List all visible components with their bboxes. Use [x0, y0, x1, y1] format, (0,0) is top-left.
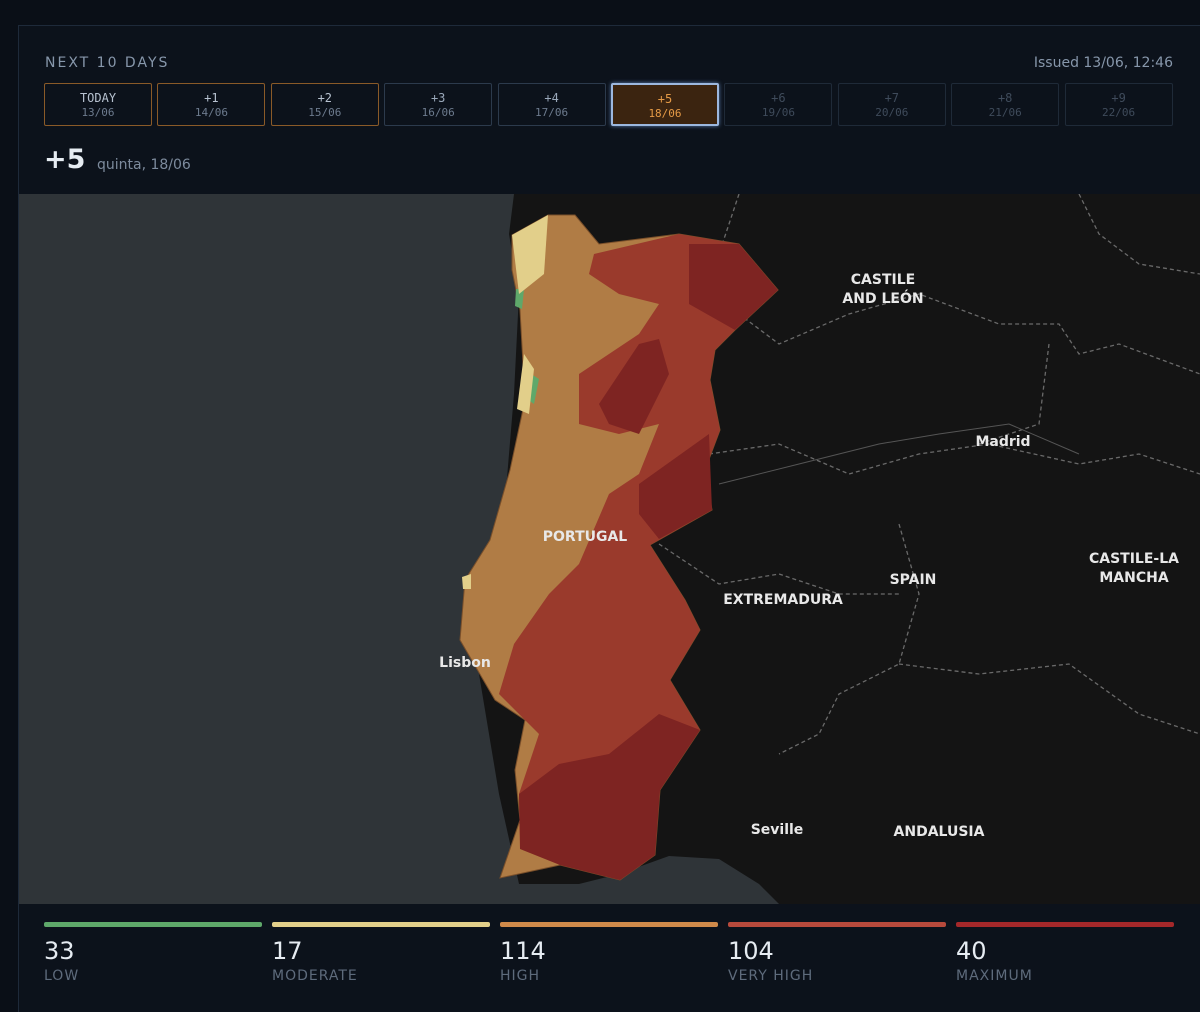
day-label: +6: [771, 91, 786, 105]
issued-time: Issued 13/06, 12:46: [1033, 55, 1173, 71]
legend-count: 104: [728, 937, 774, 965]
day-label: +9: [1111, 91, 1126, 105]
day-tab[interactable]: +2 15/06: [270, 83, 379, 126]
map-label: CASTILE: [851, 272, 915, 288]
legend-label: VERY HIGH: [728, 968, 814, 984]
day-tab[interactable]: +8 21/06: [951, 83, 1060, 126]
day-date: 14/06: [194, 106, 228, 119]
day-label: +4: [544, 91, 559, 105]
legend-item: 40 MAXIMUM: [956, 922, 1174, 984]
day-label: +5: [657, 92, 673, 106]
day-tab[interactable]: +7 20/06: [837, 83, 946, 126]
day-date: 15/06: [308, 106, 342, 119]
legend-bar: [500, 922, 718, 927]
map-label: AND LEÓN: [842, 289, 923, 307]
legend-bar: [44, 922, 262, 927]
legend-count: 40: [956, 937, 987, 965]
legend-label: HIGH: [500, 968, 541, 984]
day-label: +3: [430, 91, 446, 105]
day-label: +7: [884, 91, 900, 105]
day-tab[interactable]: +9 22/06: [1064, 83, 1173, 126]
legend-count: 33: [44, 937, 75, 965]
portugal-maximum: [519, 244, 778, 880]
map-label: Madrid: [975, 434, 1030, 450]
day-date: 19/06: [761, 106, 795, 119]
day-date: 21/06: [988, 106, 1022, 119]
day-label: +1: [204, 91, 219, 105]
day-label: +2: [317, 91, 333, 105]
map-label: CASTILE-LA: [1089, 551, 1179, 567]
day-tab[interactable]: +1 14/06: [157, 83, 266, 126]
day-date: 18/06: [648, 107, 682, 120]
day-tab[interactable]: +5 18/06: [611, 83, 719, 126]
day-tab[interactable]: +3 16/06: [384, 83, 493, 126]
selected-date: quinta, 18/06: [97, 157, 191, 173]
portugal-very-high: [499, 234, 778, 880]
day-date: 22/06: [1102, 106, 1136, 119]
legend-item: 33 LOW: [44, 922, 262, 984]
day-label: +8: [997, 91, 1013, 105]
legend-count: 114: [500, 937, 546, 965]
day-label: TODAY: [79, 91, 117, 105]
legend-item: 104 VERY HIGH: [728, 922, 946, 984]
map-label: SPAIN: [890, 572, 937, 588]
map-label: MANCHA: [1099, 570, 1168, 586]
section-title: NEXT 10 DAYS: [45, 55, 170, 71]
portugal-moderate: [462, 215, 548, 589]
legend-item: 17 MODERATE: [272, 922, 490, 984]
legend-bar: [728, 922, 946, 927]
legend-count: 17: [272, 937, 303, 965]
day-date: 13/06: [81, 106, 115, 119]
map-label: PORTUGAL: [543, 529, 628, 545]
selected-day: +5: [44, 144, 86, 175]
map-label: EXTREMADURA: [723, 592, 843, 608]
day-date: 20/06: [875, 106, 909, 119]
map-label: Seville: [751, 822, 804, 838]
legend-label: LOW: [44, 968, 80, 984]
legend-label: MAXIMUM: [956, 968, 1033, 984]
legend-bar: [956, 922, 1174, 927]
day-date: 16/06: [421, 106, 455, 119]
legend-item: 114 HIGH: [500, 922, 718, 984]
river: [718, 423, 1080, 485]
day-tab[interactable]: +6 19/06: [724, 83, 833, 126]
day-date: 17/06: [535, 106, 569, 119]
map-label: ANDALUSIA: [894, 824, 985, 840]
legend-bar: [272, 922, 490, 927]
day-tab[interactable]: +4 17/06: [497, 83, 606, 126]
day-tab[interactable]: TODAY 13/06: [44, 83, 152, 126]
map-label: Lisbon: [439, 655, 491, 671]
legend-label: MODERATE: [272, 968, 358, 984]
